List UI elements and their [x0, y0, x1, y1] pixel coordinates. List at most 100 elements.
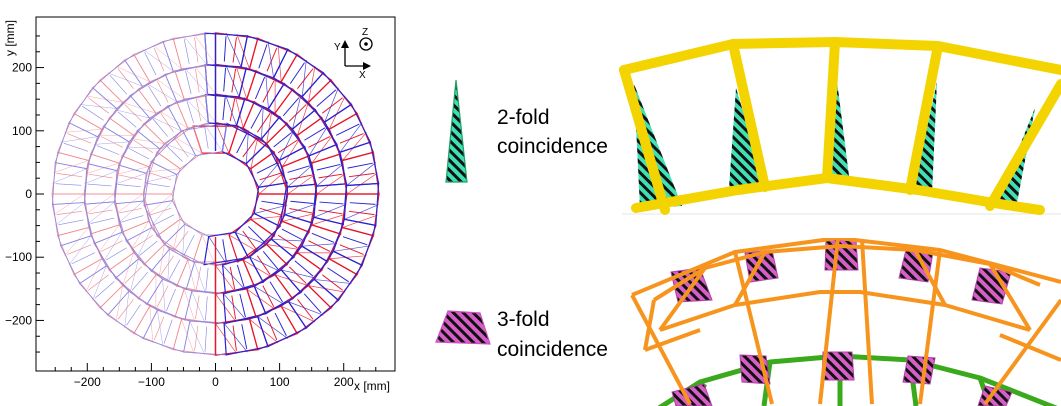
- x-tick-label: 200: [334, 375, 354, 389]
- ring3-red-spoke: [288, 104, 307, 122]
- ring1-blue-spoke: [146, 182, 170, 188]
- ring1-red-diagonal: [228, 234, 259, 253]
- ring2-blue-diagonal: [271, 238, 305, 242]
- ring1-blue-diagonal: [258, 161, 281, 188]
- ring2-blue-spoke: [262, 251, 279, 270]
- ring2-red-spoke: [195, 98, 202, 122]
- ring3-blue-diagonal: [313, 203, 347, 218]
- ring4-blue-spoke: [223, 36, 227, 62]
- ring2-blue-spoke: [186, 101, 194, 124]
- ring3-blue-spoke: [269, 281, 283, 303]
- ring2-red-spoke: [133, 234, 154, 249]
- ring3-red-diagonal: [122, 252, 134, 286]
- twofold-frame: [619, 37, 1061, 215]
- ring4-blue-diagonal: [346, 162, 377, 186]
- ring3-red-spoke: [195, 68, 200, 93]
- ring1-blue-module: [253, 182, 288, 228]
- ring2-red-spoke: [289, 208, 313, 214]
- ring4-blue-spoke: [82, 105, 104, 121]
- ring3-red-diagonal: [246, 288, 276, 310]
- ring2-blue-diagonal: [136, 227, 152, 258]
- ring2-red-spoke: [277, 234, 298, 249]
- ring4-red-spoke: [266, 47, 278, 72]
- x-axis-label: x [mm]: [354, 379, 390, 393]
- ring1-red-diagonal: [146, 168, 181, 173]
- ring3-blue-diagonal: [84, 170, 118, 185]
- ring3-red-diagonal: [215, 293, 237, 323]
- ring3-red-diagonal: [98, 224, 120, 253]
- ring2-blue-diagonal: [279, 130, 295, 161]
- ring4-blue-spoke: [163, 319, 173, 344]
- ring2-blue-spoke: [168, 259, 181, 280]
- ring3-blue-diagonal: [184, 67, 208, 95]
- ring2-red-spoke: [229, 98, 236, 122]
- ring3-red-spoke: [156, 285, 169, 307]
- ring4-red-diagonal: [193, 34, 216, 65]
- ring3-red-diagonal: [85, 162, 120, 174]
- y-tick-label: −100: [5, 250, 32, 264]
- legend: 2-fold coincidence 3-fold coincidence: [435, 79, 608, 361]
- ring1-blue-spoke: [261, 200, 285, 206]
- ring3-blue-spoke: [87, 183, 112, 187]
- ring2-red-diagonal: [282, 213, 315, 222]
- ring4-blue-diagonal: [52, 168, 87, 184]
- ring4-blue-spoke: [126, 304, 141, 326]
- x-tick-label: 100: [270, 375, 290, 389]
- ring4-red-diagonal: [308, 66, 316, 103]
- ring3-blue-diagonal: [281, 269, 316, 279]
- ring4-red-spoke: [339, 244, 364, 255]
- ring3-red-diagonal: [274, 274, 309, 286]
- ring2-blue-spoke: [236, 264, 245, 287]
- ring3-blue-diagonal: [225, 64, 240, 98]
- ring4-red-spoke: [67, 133, 92, 144]
- ring4-blue-diagonal: [183, 35, 208, 65]
- ring4-blue-diagonal: [55, 202, 85, 226]
- ring3-red-spoke: [262, 285, 275, 308]
- ring1-red-spoke: [174, 138, 189, 158]
- x-tick-label: −200: [74, 375, 101, 389]
- ring3-blue-spoke: [254, 76, 266, 100]
- ring4-red-diagonal: [85, 95, 123, 103]
- ring4-red-diagonal: [64, 128, 102, 133]
- ring3-red-spoke: [231, 295, 237, 320]
- ring4-red-spoke: [339, 133, 364, 144]
- ring2-blue-spoke: [250, 108, 263, 129]
- ring1-blue-diagonal: [254, 204, 288, 214]
- ring2-red-spoke: [289, 174, 313, 180]
- ring2-red-diagonal: [287, 174, 316, 195]
- detector-geometry: [51, 32, 380, 356]
- ring2-red-diagonal: [282, 138, 301, 167]
- ring1-blue-diagonal: [143, 174, 177, 184]
- ring1-blue-spoke: [248, 226, 266, 243]
- ring2-blue-spoke: [152, 118, 168, 137]
- ring4-red-diagonal: [249, 318, 279, 344]
- ring2-red-spoke: [195, 266, 202, 290]
- ring3-blue-diagonal: [265, 74, 269, 109]
- ring4-blue-diagonal: [68, 235, 92, 266]
- ring3-blue-diagonal: [94, 141, 130, 145]
- ring3-red-diagonal: [155, 78, 185, 100]
- ring4-red-diagonal: [115, 65, 150, 82]
- ring4-red-diagonal: [281, 305, 316, 323]
- ring4-red-spoke: [153, 316, 165, 341]
- ring3-blue-spoke: [304, 127, 326, 141]
- ring3-red-diagonal: [311, 134, 333, 164]
- ring2-red-diagonal: [195, 95, 216, 123]
- ring4-red-spoke: [194, 325, 199, 351]
- ring2-red-spoke: [160, 255, 174, 275]
- ring4-red-diagonal: [342, 214, 378, 228]
- ring4-blue-diagonal: [79, 104, 117, 109]
- ring3-blue-spoke: [205, 296, 208, 321]
- ring4-blue-diagonal: [339, 122, 363, 153]
- ring3-blue-diagonal: [301, 243, 337, 247]
- ring2-blue-diagonal: [151, 116, 182, 132]
- ring4-red-diagonal: [346, 172, 378, 195]
- ring2-blue-spoke: [128, 147, 150, 160]
- ring3-blue-diagonal: [129, 258, 139, 293]
- threefold-panel: [630, 238, 1061, 406]
- ring3-blue-diagonal: [103, 232, 123, 262]
- ring2-red-diagonal: [187, 259, 196, 293]
- ring3-blue-spoke: [166, 288, 176, 312]
- ring4-red-spoke: [322, 274, 343, 291]
- ring3-red-spoke: [318, 209, 343, 215]
